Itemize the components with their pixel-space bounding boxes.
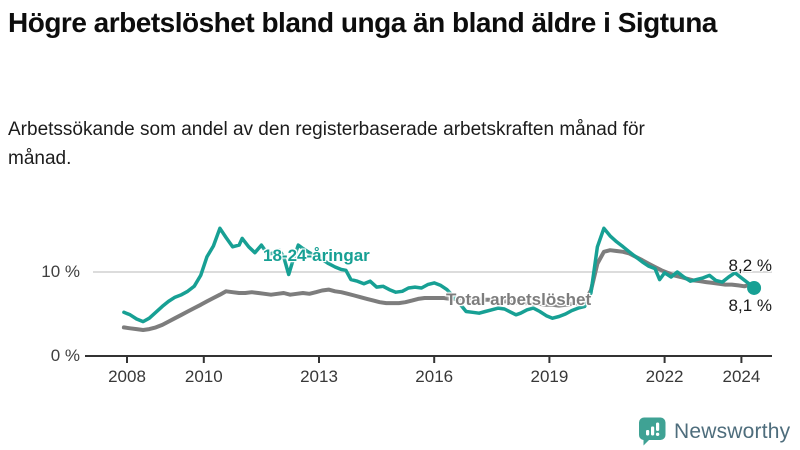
x-tick-label-2016: 2016 xyxy=(415,367,453,386)
x-tick-label-2010: 2010 xyxy=(185,367,223,386)
newsworthy-logo: Newsworthy xyxy=(638,416,790,447)
series-line-Total arbetslöshet xyxy=(121,248,757,332)
newsworthy-logo-icon xyxy=(638,417,666,446)
newsworthy-logo-text: Newsworthy xyxy=(674,419,791,443)
line-chart: 2008 2010 2013 2016 2019 2022 2024 xyxy=(0,195,800,410)
line-chart-canvas: 2008 2010 2013 2016 2019 2022 2024 xyxy=(85,226,772,386)
series-label-total: Total arbetslöshet xyxy=(446,290,592,309)
end-value-total: 8,2 % xyxy=(728,256,772,275)
end-value-young: 8,1 % xyxy=(728,296,772,315)
x-tick-label-2013: 2013 xyxy=(300,367,338,386)
x-tick-label-2024: 2024 xyxy=(722,367,760,386)
series-label-young: 18-24-åringar xyxy=(263,246,370,265)
series-line-18-24-åringar xyxy=(122,226,756,324)
x-tick-label-2019: 2019 xyxy=(530,367,568,386)
y-axis-label-0: 0 % xyxy=(50,346,80,365)
x-tick-label-2008: 2008 xyxy=(108,367,146,386)
x-tick-label-2022: 2022 xyxy=(646,367,684,386)
series-end-dot xyxy=(747,280,762,295)
chart-title: Högre arbetslöshet bland unga än bland ä… xyxy=(8,7,717,38)
y-axis-label-10: 10 % xyxy=(41,262,80,281)
chart-subtitle: Arbetssökande som andel av den registerb… xyxy=(8,119,645,169)
